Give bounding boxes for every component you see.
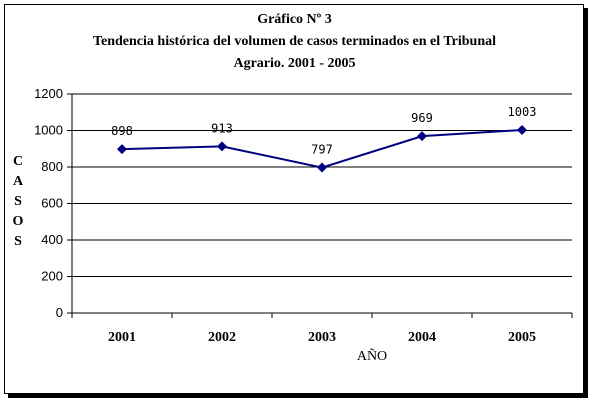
chart-title-line-1: Gráfico Nº 3 (257, 12, 332, 27)
x-tick-label-2001: 2001 (108, 330, 136, 345)
data-label-2002: 913 (211, 121, 233, 135)
data-points (117, 124, 527, 173)
x-tick-label-2004: 2004 (408, 330, 436, 345)
data-label-2004: 969 (411, 111, 433, 125)
y-tick-label-1200: 1200 (34, 86, 63, 101)
x-tick-label-2003: 2003 (308, 330, 336, 345)
data-point-2003 (317, 162, 327, 173)
x-tick-label-2002: 2002 (208, 330, 236, 345)
axes (67, 93, 573, 318)
data-point-2002 (217, 141, 227, 152)
y-tick-label-0: 0 (56, 305, 63, 320)
data-point-2004 (417, 131, 427, 142)
y-tick-label-1000: 1000 (34, 123, 63, 138)
y-axis-label: CASOS (12, 154, 24, 249)
chart-frame (4, 4, 584, 394)
y-tick-label-600: 600 (41, 196, 63, 211)
data-labels: 898 913 797 969 1003 (111, 105, 536, 157)
y-tick-labels: 0 200 400 600 800 1000 1200 (34, 86, 63, 320)
data-point-2001 (117, 144, 127, 155)
y-tick-label-200: 200 (41, 269, 63, 284)
x-tick-label-2005: 2005 (508, 330, 536, 345)
y-tick-label-400: 400 (41, 232, 63, 247)
data-label-2001: 898 (111, 124, 133, 138)
data-label-2003: 797 (311, 143, 333, 157)
y-tick-label-800: 800 (41, 159, 63, 174)
chart-title-line-2: Tendencia histórica del volumen de casos… (92, 34, 497, 49)
data-point-2005 (517, 124, 527, 135)
x-axis-label: AÑO (356, 349, 388, 364)
chart-title-line-3: Agrario. 2001 - 2005 (233, 56, 356, 71)
gridlines (72, 93, 572, 277)
data-label-2005: 1003 (508, 105, 537, 119)
x-tick-labels: 2001 2002 2003 2004 2005 (108, 330, 536, 345)
